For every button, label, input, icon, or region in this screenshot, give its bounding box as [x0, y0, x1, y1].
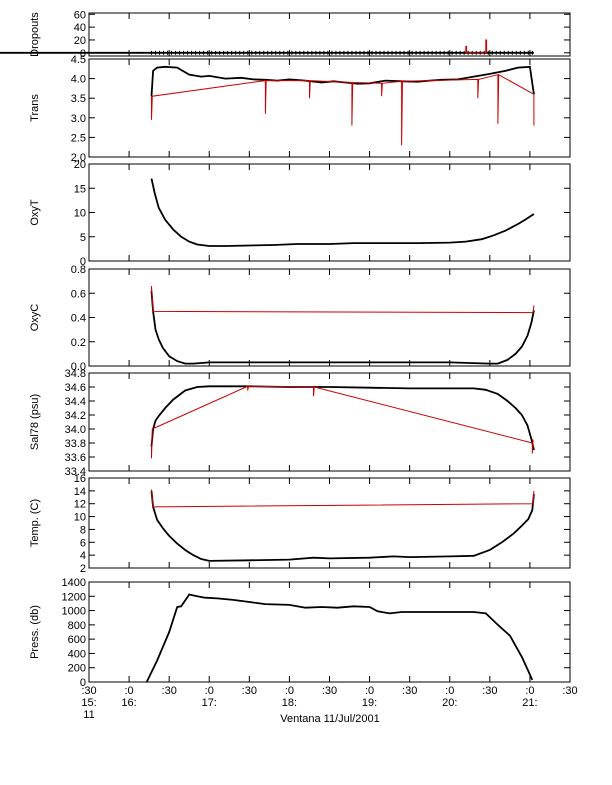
- series-line-0-1: [465, 39, 488, 54]
- series-line-1-0: [150, 65, 535, 97]
- series-line-6-0: [145, 593, 534, 683]
- y-tick-label-5-0: 2: [80, 563, 86, 575]
- x-tick-hour-label-9: 20:: [442, 697, 457, 709]
- y-axis-label-2: OxyT: [29, 199, 41, 226]
- panel-frame-3: [88, 268, 571, 367]
- y-tick-label-5-4: 10: [74, 512, 86, 524]
- series-line-4-0: [150, 385, 535, 451]
- y-axis-label-3: OxyC: [29, 304, 41, 332]
- y-tick-label-6-2: 400: [68, 648, 86, 660]
- series-line-1-1: [151, 73, 535, 146]
- y-axis-label-6: Press. (db): [29, 605, 41, 659]
- series-line-4-1: [151, 385, 534, 459]
- x-tick-day-label-0: 11: [83, 709, 94, 721]
- y-tick-label-1-1: 2.5: [71, 132, 86, 144]
- y-tick-label-6-3: 600: [68, 634, 86, 646]
- panel-frame-0: [88, 12, 571, 57]
- y-axis-label-0: Dropouts: [29, 12, 41, 57]
- series-line-2-0: [150, 178, 535, 247]
- y-tick-label-3-0: 0.0: [71, 361, 86, 373]
- y-tick-label-0-2: 40: [74, 22, 86, 34]
- panel-frame-6: [88, 581, 571, 683]
- x-tick-label-5: :0: [285, 685, 294, 697]
- y-tick-label-2-2: 10: [74, 208, 86, 220]
- x-axis-title: Ventana 11/Jul/2001: [280, 713, 380, 725]
- y-tick-label-5-6: 14: [74, 486, 86, 498]
- y-tick-label-5-5: 12: [74, 499, 86, 511]
- x-tick-label-8: :30: [402, 685, 417, 697]
- y-axis-label-5: Temp. (C): [29, 499, 41, 547]
- x-tick-label-7: :0: [365, 685, 374, 697]
- series-line-3-1: [151, 285, 535, 314]
- y-tick-label-4-6: 34.6: [65, 382, 86, 394]
- y-tick-label-4-5: 34.4: [65, 396, 86, 408]
- x-tick-label-9: :0: [445, 685, 454, 697]
- x-tick-hour-label-3: 17:: [202, 697, 217, 709]
- y-tick-label-2-1: 5: [80, 232, 86, 244]
- y-tick-label-0-0: 0: [80, 48, 86, 60]
- y-tick-label-3-1: 0.2: [71, 337, 86, 349]
- x-tick-label-1: :0: [124, 685, 133, 697]
- y-axis-label-4: Sal78 (psu): [29, 394, 41, 450]
- y-tick-label-6-7: 1400: [62, 577, 86, 589]
- series-line-5-1: [151, 489, 535, 508]
- x-tick-label-3: :0: [205, 685, 214, 697]
- y-axis-label-1: Trans: [29, 94, 41, 122]
- x-tick-hour-label-0: 15:: [81, 697, 96, 709]
- y-tick-label-2-4: 20: [74, 159, 86, 171]
- x-tick-hour-label-1: 16:: [121, 697, 136, 709]
- x-tick-label-6: :30: [322, 685, 337, 697]
- y-tick-label-4-1: 33.6: [65, 452, 86, 464]
- y-tick-label-6-1: 200: [68, 663, 86, 675]
- y-tick-label-4-4: 34.2: [65, 410, 86, 422]
- y-tick-label-0-1: 20: [74, 35, 86, 47]
- x-tick-hour-label-7: 19:: [362, 697, 377, 709]
- y-tick-label-1-3: 3.5: [71, 93, 86, 105]
- x-tick-hour-label-11: 21:: [522, 697, 537, 709]
- y-tick-label-4-3: 34.0: [65, 424, 86, 436]
- y-tick-label-3-2: 0.4: [71, 313, 86, 325]
- y-tick-label-4-0: 33.4: [65, 466, 86, 478]
- x-tick-label-11: :0: [525, 685, 534, 697]
- y-tick-label-6-0: 0: [80, 677, 86, 689]
- y-tick-label-0-3: 60: [74, 9, 86, 21]
- series-line-3-0: [150, 290, 535, 365]
- y-tick-label-2-0: 0: [80, 256, 86, 268]
- y-tick-label-1-0: 2.0: [71, 152, 86, 164]
- y-tick-label-1-2: 3.0: [71, 113, 86, 125]
- y-tick-label-1-5: 4.5: [71, 54, 86, 66]
- y-tick-label-5-3: 8: [80, 524, 86, 536]
- y-tick-label-4-2: 33.8: [65, 438, 86, 450]
- y-tick-label-5-2: 6: [80, 537, 86, 549]
- y-tick-label-2-3: 15: [74, 183, 86, 195]
- y-tick-label-3-3: 0.6: [71, 288, 86, 300]
- x-tick-label-10: :30: [482, 685, 497, 697]
- x-tick-label-0: :30: [81, 685, 96, 697]
- y-tick-label-6-4: 800: [68, 620, 86, 632]
- y-tick-label-4-7: 34.8: [65, 368, 86, 380]
- y-tick-label-3-4: 0.8: [71, 264, 86, 276]
- y-tick-label-6-5: 1000: [62, 606, 86, 618]
- series-line-5-0: [150, 490, 535, 562]
- x-tick-label-4: :30: [242, 685, 257, 697]
- y-tick-label-5-7: 16: [74, 473, 86, 485]
- x-tick-label-2: :30: [162, 685, 177, 697]
- x-tick-hour-label-5: 18:: [282, 697, 297, 709]
- y-tick-label-1-4: 4.0: [71, 74, 86, 86]
- x-tick-label-12: :30: [562, 685, 577, 697]
- panel-frame-5: [88, 477, 571, 569]
- y-tick-label-6-6: 1200: [62, 591, 86, 603]
- y-tick-label-5-1: 4: [80, 550, 86, 562]
